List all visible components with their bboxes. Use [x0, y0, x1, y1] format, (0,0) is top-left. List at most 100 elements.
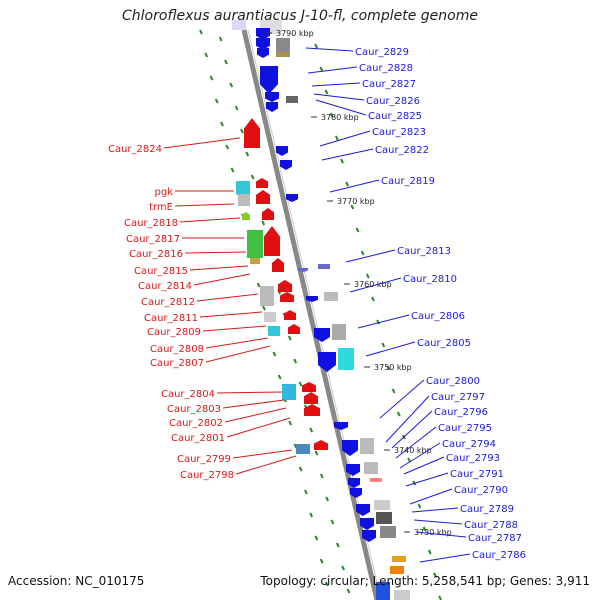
gene-reverse — [362, 530, 376, 542]
gene-box — [276, 38, 290, 52]
label-leader-line — [216, 391, 283, 394]
track-tick — [288, 420, 293, 426]
gene-box — [394, 590, 410, 600]
track-tick — [396, 411, 401, 417]
gene-box — [276, 52, 290, 57]
gene-forward — [302, 382, 316, 392]
track-tick — [314, 535, 319, 541]
gene-label-left: Caur_2809 — [147, 327, 201, 338]
track-tick — [319, 558, 324, 564]
track-tick — [438, 595, 442, 600]
gene-forward — [314, 440, 328, 450]
track-tick — [261, 220, 266, 226]
track-tick — [334, 135, 339, 141]
gene-label-right: Caur_2787 — [468, 533, 522, 544]
gene-label-left: Caur_2817 — [126, 234, 180, 245]
track-tick — [304, 489, 308, 495]
gene-forward — [244, 118, 260, 148]
track-tick — [293, 358, 298, 364]
gene-label-right: Caur_2790 — [454, 485, 508, 496]
track-tick — [214, 98, 219, 104]
gene-reverse — [286, 194, 298, 202]
gene-label-left: Caur_2803 — [167, 404, 221, 415]
track-tick — [325, 496, 330, 502]
gene-forward — [264, 226, 280, 256]
label-leader-line — [174, 203, 235, 207]
label-leader-line — [321, 148, 374, 161]
track-tick — [277, 374, 282, 380]
kbp-marker: 3770 kbp — [337, 197, 375, 206]
gene-label-right: Caur_2786 — [472, 550, 526, 561]
track-tick — [240, 128, 244, 134]
gene-label-right: Caur_2826 — [366, 96, 420, 107]
gene-label-right: Caur_2794 — [442, 439, 496, 450]
gene-box — [268, 326, 280, 336]
gene-box — [318, 264, 330, 269]
label-leader-line — [399, 442, 441, 469]
label-leader-line — [405, 472, 449, 487]
gene-box — [250, 258, 260, 264]
track-tick — [345, 181, 350, 187]
track-tick — [422, 526, 427, 532]
label-leader-line — [202, 325, 267, 332]
label-leader-line — [349, 277, 402, 293]
label-leader-line — [413, 519, 463, 525]
gene-forward — [242, 212, 250, 220]
track-tick — [287, 335, 292, 341]
track-tick — [427, 549, 432, 555]
track-tick — [209, 75, 214, 81]
gene-forward — [288, 324, 300, 334]
gene-box — [374, 500, 390, 510]
gene-box — [286, 96, 298, 103]
gene-label-left: Caur_2816 — [129, 249, 183, 260]
track-tick — [365, 273, 370, 279]
track-tick — [325, 581, 329, 587]
track-tick — [298, 381, 303, 387]
label-leader-line — [391, 410, 433, 449]
track-tick — [225, 144, 230, 150]
accession-text: Accession: NC_010175 — [8, 574, 145, 588]
label-leader-line — [311, 82, 361, 87]
track-tick — [319, 66, 324, 72]
label-leader-line — [226, 417, 291, 438]
track-tick — [298, 466, 303, 472]
label-leader-line — [205, 337, 269, 349]
gene-forward — [280, 292, 294, 302]
gene-label-right: Caur_2823 — [372, 127, 426, 138]
label-leader-line — [184, 251, 247, 254]
label-leader-line — [163, 137, 241, 149]
gene-reverse — [257, 48, 269, 58]
label-leader-line — [357, 314, 410, 329]
gene-label-left: pgk — [155, 187, 174, 198]
track-tick — [391, 388, 396, 394]
gene-reverse — [356, 504, 370, 516]
gene-label-right: Caur_2791 — [450, 469, 504, 480]
gene-box — [376, 582, 390, 600]
gene-label-right: Caur_2805 — [417, 338, 471, 349]
track-tick — [355, 227, 360, 233]
gene-label-right: Caur_2795 — [438, 423, 492, 434]
gene-box — [380, 526, 396, 538]
gene-reverse — [265, 92, 279, 102]
track-tick — [386, 365, 391, 371]
track-tick — [250, 174, 255, 180]
gene-box — [392, 556, 406, 562]
gene-forward — [304, 404, 320, 416]
genome-summary-text: Topology: circular; Length: 5,258,541 bp… — [260, 574, 590, 588]
track-tick — [309, 427, 314, 433]
label-leader-line — [403, 456, 445, 475]
gene-reverse — [276, 146, 288, 156]
label-leader-line — [307, 66, 358, 74]
track-tick — [341, 565, 346, 571]
label-leader-line — [365, 341, 416, 357]
gene-box — [324, 292, 338, 301]
gene-label-right: Caur_2796 — [434, 407, 488, 418]
gene-label-left: Caur_2802 — [169, 418, 223, 429]
gene-reverse — [342, 440, 358, 456]
gene-reverse — [314, 328, 330, 342]
kbp-marker: 3760 kbp — [354, 280, 392, 289]
gene-label-left: Caur_2812 — [141, 297, 195, 308]
gene-label-right: Caur_2789 — [460, 504, 514, 515]
label-leader-line — [189, 265, 249, 271]
gene-forward — [272, 258, 284, 272]
